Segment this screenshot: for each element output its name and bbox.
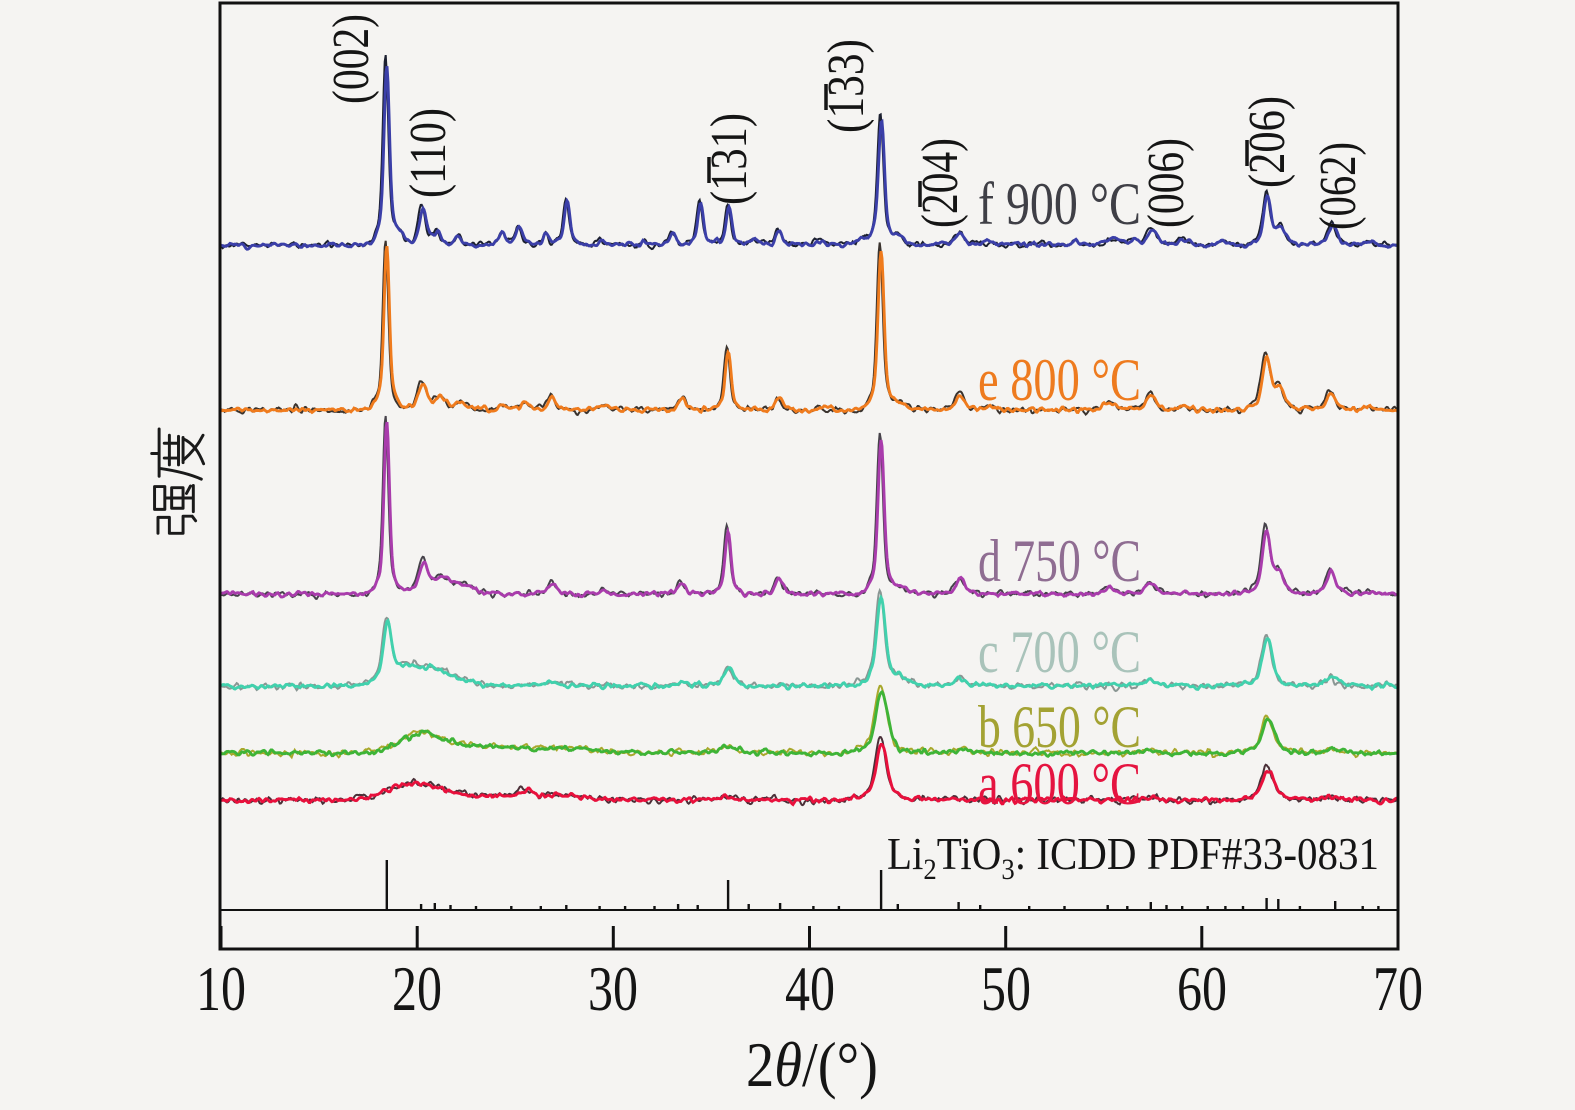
svg-text:(002): (002) [323,14,380,104]
svg-text:(110): (110) [400,108,457,198]
svg-text:(006): (006) [1138,138,1195,228]
svg-text:20: 20 [392,953,442,1024]
svg-text:b 650 °C: b 650 °C [978,694,1141,760]
svg-text:70: 70 [1373,953,1423,1024]
svg-text:30: 30 [588,953,638,1024]
svg-text:a 600 °C: a 600 °C [978,751,1141,817]
svg-text:2θ/(°): 2θ/(°) [746,1029,878,1100]
svg-text:40: 40 [785,953,835,1024]
svg-text:(062): (062) [1310,142,1367,230]
svg-text:10: 10 [196,953,246,1024]
svg-text:60: 60 [1177,953,1227,1024]
svg-text:Li2TiO3: ICDD PDF#33-0831: Li2TiO3: ICDD PDF#33-0831 [887,828,1379,886]
svg-text:c 700 °C: c 700 °C [978,619,1141,685]
svg-text:d 750 °C: d 750 °C [978,528,1141,594]
svg-text:e 800 °C: e 800 °C [978,347,1141,413]
svg-text:50: 50 [981,953,1031,1024]
svg-text:f 900 °C: f 900 °C [978,171,1141,237]
